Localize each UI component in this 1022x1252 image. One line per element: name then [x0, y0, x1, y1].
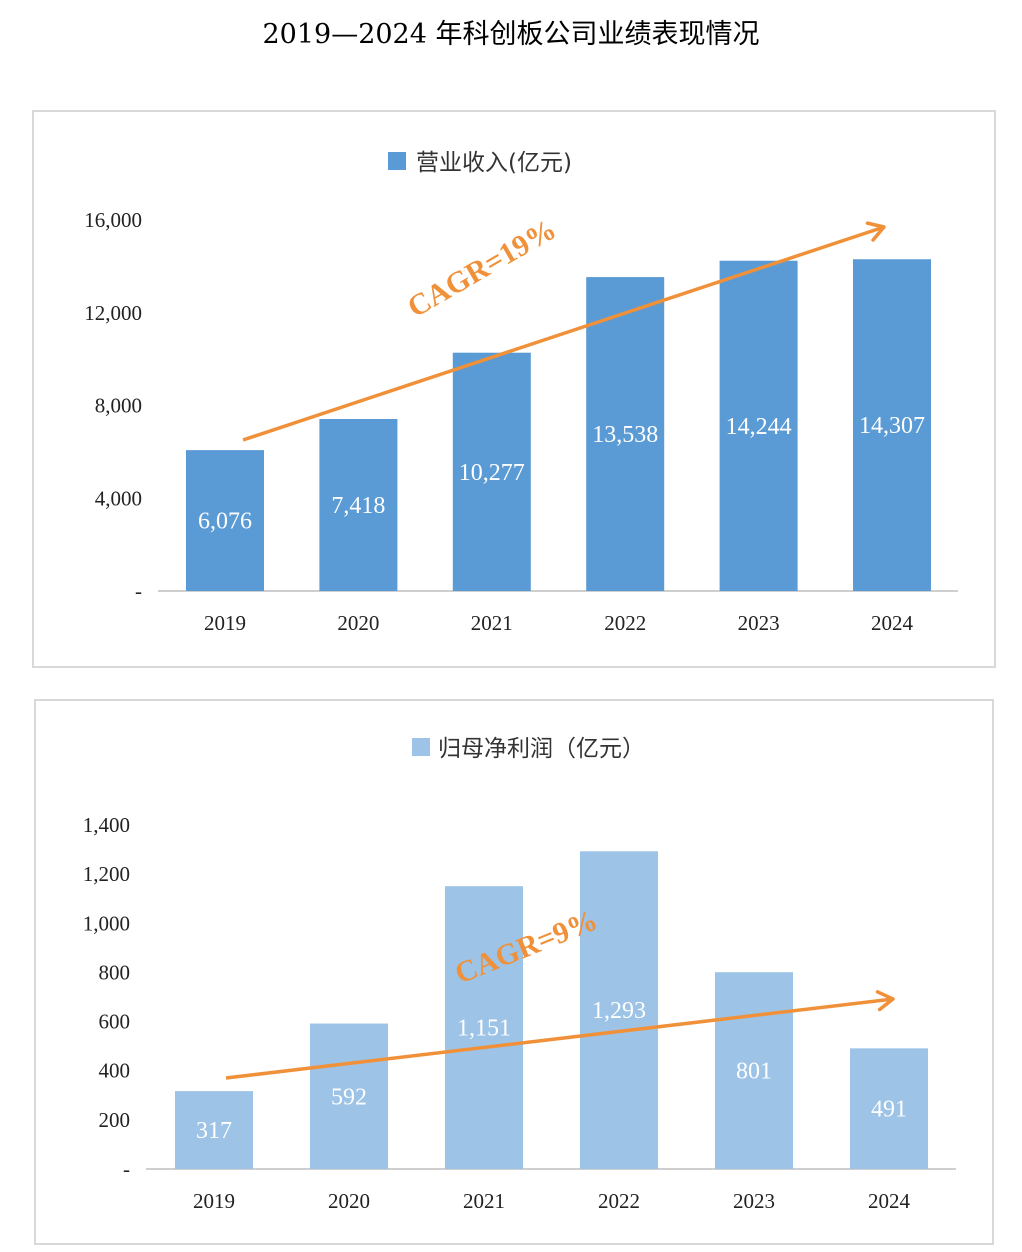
bar — [715, 972, 793, 1169]
y-tick-label: 400 — [99, 1059, 131, 1083]
y-tick-label: 1,200 — [83, 862, 130, 886]
y-tick-label: 4,000 — [95, 486, 142, 510]
bar-value-label: 6,076 — [198, 509, 252, 535]
bar — [452, 352, 531, 591]
bar-value-label: 491 — [871, 1097, 907, 1123]
x-tick-label: 2021 — [471, 611, 513, 635]
bar — [853, 259, 931, 591]
x-tick-label: 2022 — [598, 1189, 640, 1213]
bar-value-label: 13,538 — [592, 422, 658, 448]
bar — [850, 1048, 928, 1169]
y-tick-label: 600 — [99, 1010, 131, 1034]
x-tick-label: 2024 — [871, 611, 914, 635]
bar — [580, 851, 658, 1169]
legend-label: 营业收入(亿元) — [416, 150, 572, 176]
legend-swatch — [388, 152, 406, 170]
x-tick-label: 2022 — [604, 611, 646, 635]
bar — [719, 260, 798, 591]
cagr-annotation: CAGR=19% — [402, 213, 562, 324]
x-tick-label: 2020 — [328, 1189, 370, 1213]
y-tick-label: - — [135, 579, 142, 603]
y-tick-label: - — [123, 1157, 130, 1181]
bar-value-label: 1,293 — [592, 998, 646, 1024]
bar-value-label: 10,277 — [459, 460, 525, 486]
bar-value-label: 592 — [331, 1084, 367, 1110]
x-tick-label: 2021 — [463, 1189, 505, 1213]
x-tick-label: 2019 — [193, 1189, 235, 1213]
trend-arrow-head — [865, 221, 886, 242]
bar — [319, 418, 398, 591]
trend-arrow-line — [242, 225, 885, 442]
bar-value-label: 14,244 — [726, 414, 792, 440]
y-tick-label: 12,000 — [84, 301, 142, 325]
bar-value-label: 7,418 — [331, 493, 385, 519]
y-tick-label: 200 — [99, 1108, 131, 1132]
page-title: 2019—2024 年科创板公司业绩表现情况 — [262, 19, 760, 50]
bar — [175, 1091, 253, 1169]
bar-value-label: 1,151 — [457, 1016, 511, 1042]
y-tick-label: 1,400 — [83, 813, 130, 837]
bar-value-label: 801 — [736, 1059, 772, 1085]
bar-value-label: 317 — [196, 1118, 232, 1144]
bar — [310, 1023, 388, 1169]
legend-label: 归母净利润（亿元） — [438, 736, 645, 762]
y-tick-label: 800 — [99, 960, 131, 984]
bar — [445, 886, 523, 1169]
bar — [586, 277, 665, 591]
y-tick-label: 8,000 — [95, 394, 142, 418]
y-tick-label: 1,000 — [83, 911, 130, 935]
trend-arrow-head — [875, 990, 895, 1012]
x-tick-label: 2019 — [204, 611, 246, 635]
x-tick-label: 2023 — [738, 611, 780, 635]
x-tick-label: 2023 — [733, 1189, 775, 1213]
trend-arrow-line — [225, 997, 894, 1080]
x-tick-label: 2024 — [868, 1189, 911, 1213]
bar — [186, 450, 264, 591]
y-tick-label: 16,000 — [84, 208, 142, 232]
x-tick-label: 2020 — [337, 611, 379, 635]
legend-swatch — [412, 738, 430, 756]
bar-value-label: 14,307 — [859, 413, 925, 439]
